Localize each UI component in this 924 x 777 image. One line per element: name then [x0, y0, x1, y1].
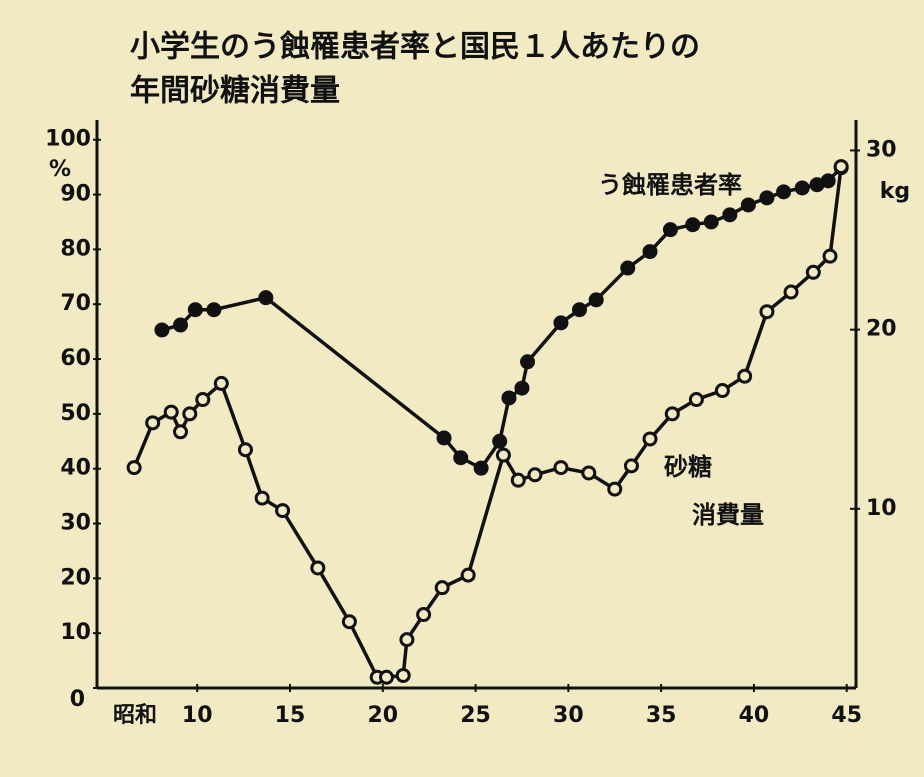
data-point — [195, 392, 211, 408]
data-point — [434, 580, 450, 596]
data-point — [662, 222, 678, 238]
data-point — [759, 190, 775, 206]
data-point — [783, 284, 799, 300]
data-point — [182, 406, 198, 422]
data-point — [275, 503, 291, 519]
data-point — [399, 632, 415, 648]
data-point — [126, 460, 142, 476]
data-point — [571, 302, 587, 318]
data-point — [805, 264, 821, 280]
data-point — [154, 322, 170, 338]
data-point — [553, 460, 569, 476]
y-tick-label: 80 — [60, 236, 91, 261]
y-axis-unit: % — [49, 157, 71, 182]
data-point — [237, 442, 253, 458]
data-point — [395, 667, 411, 683]
series-line — [132, 166, 843, 679]
data-point — [822, 248, 838, 264]
data-point — [642, 244, 658, 260]
y2-tick-label: 30 — [866, 137, 897, 162]
x-tick-label: 45 — [831, 703, 862, 728]
data-point — [833, 159, 849, 175]
data-point — [588, 292, 604, 308]
series-label: 砂糖 — [664, 453, 712, 481]
data-point — [145, 415, 161, 431]
data-point — [436, 430, 452, 446]
data-point — [258, 290, 274, 306]
data-point — [416, 607, 432, 623]
data-point — [776, 184, 792, 200]
x-tick-label: 15 — [275, 703, 306, 728]
data-point — [254, 490, 270, 506]
data-point — [173, 317, 189, 333]
y-tick-label: 60 — [60, 346, 91, 371]
y-tick-label: 70 — [60, 291, 91, 316]
data-point — [492, 433, 508, 449]
data-point — [527, 467, 543, 483]
y2-tick-label: 20 — [866, 317, 897, 342]
y2-tick-label: 10 — [866, 496, 897, 521]
chart-title: 年間砂糖消費量 — [130, 74, 340, 109]
data-point — [187, 302, 203, 318]
data-point — [722, 207, 738, 223]
data-point — [607, 481, 623, 497]
data-point — [820, 173, 836, 189]
y-tick-label: 90 — [60, 182, 91, 207]
x-tick-label: 30 — [553, 703, 584, 728]
data-point — [473, 460, 489, 476]
y-tick-label: 50 — [60, 401, 91, 426]
data-point — [794, 180, 810, 196]
data-point — [495, 447, 511, 463]
data-point — [213, 375, 229, 391]
data-point — [460, 567, 476, 583]
x-tick-label: 40 — [739, 703, 770, 728]
data-point — [581, 465, 597, 481]
data-point — [206, 302, 222, 318]
y-tick-label: 0 — [70, 687, 85, 712]
series-label: 消費量 — [692, 501, 764, 529]
data-point — [685, 217, 701, 233]
data-point — [642, 431, 658, 447]
data-point — [520, 354, 536, 370]
data-point — [664, 406, 680, 422]
data-point — [173, 424, 189, 440]
data-point — [453, 450, 469, 466]
data-point — [378, 669, 394, 685]
data-point — [759, 304, 775, 320]
series-label: う蝕罹患者率 — [598, 171, 742, 199]
data-point — [501, 390, 517, 406]
x-tick-label: 25 — [460, 703, 491, 728]
data-point — [553, 315, 569, 331]
y-tick-label: 30 — [60, 511, 91, 536]
x-tick-label: 35 — [646, 703, 677, 728]
data-point — [623, 458, 639, 474]
data-point — [688, 392, 704, 408]
y-tick-label: 100 — [45, 127, 91, 152]
series-line — [161, 166, 843, 471]
data-point — [737, 368, 753, 384]
data-point — [620, 260, 636, 276]
x-tick-label: 10 — [182, 703, 213, 728]
data-point — [714, 383, 730, 399]
data-point — [510, 472, 526, 488]
y-tick-label: 20 — [60, 565, 91, 590]
x-tick-label: 20 — [367, 703, 398, 728]
data-point — [310, 560, 326, 576]
x-axis-label: 昭和 — [113, 703, 157, 728]
y-tick-label: 10 — [60, 620, 91, 645]
data-point — [703, 214, 719, 230]
y-tick-label: 40 — [60, 456, 91, 481]
y2-axis-unit: kg — [880, 179, 910, 204]
data-point — [740, 197, 756, 213]
data-point — [514, 380, 530, 396]
data-point — [163, 404, 179, 420]
data-point — [341, 614, 357, 630]
chart-title: 小学生のう蝕罹患者率と国民１人あたりの — [130, 30, 700, 65]
